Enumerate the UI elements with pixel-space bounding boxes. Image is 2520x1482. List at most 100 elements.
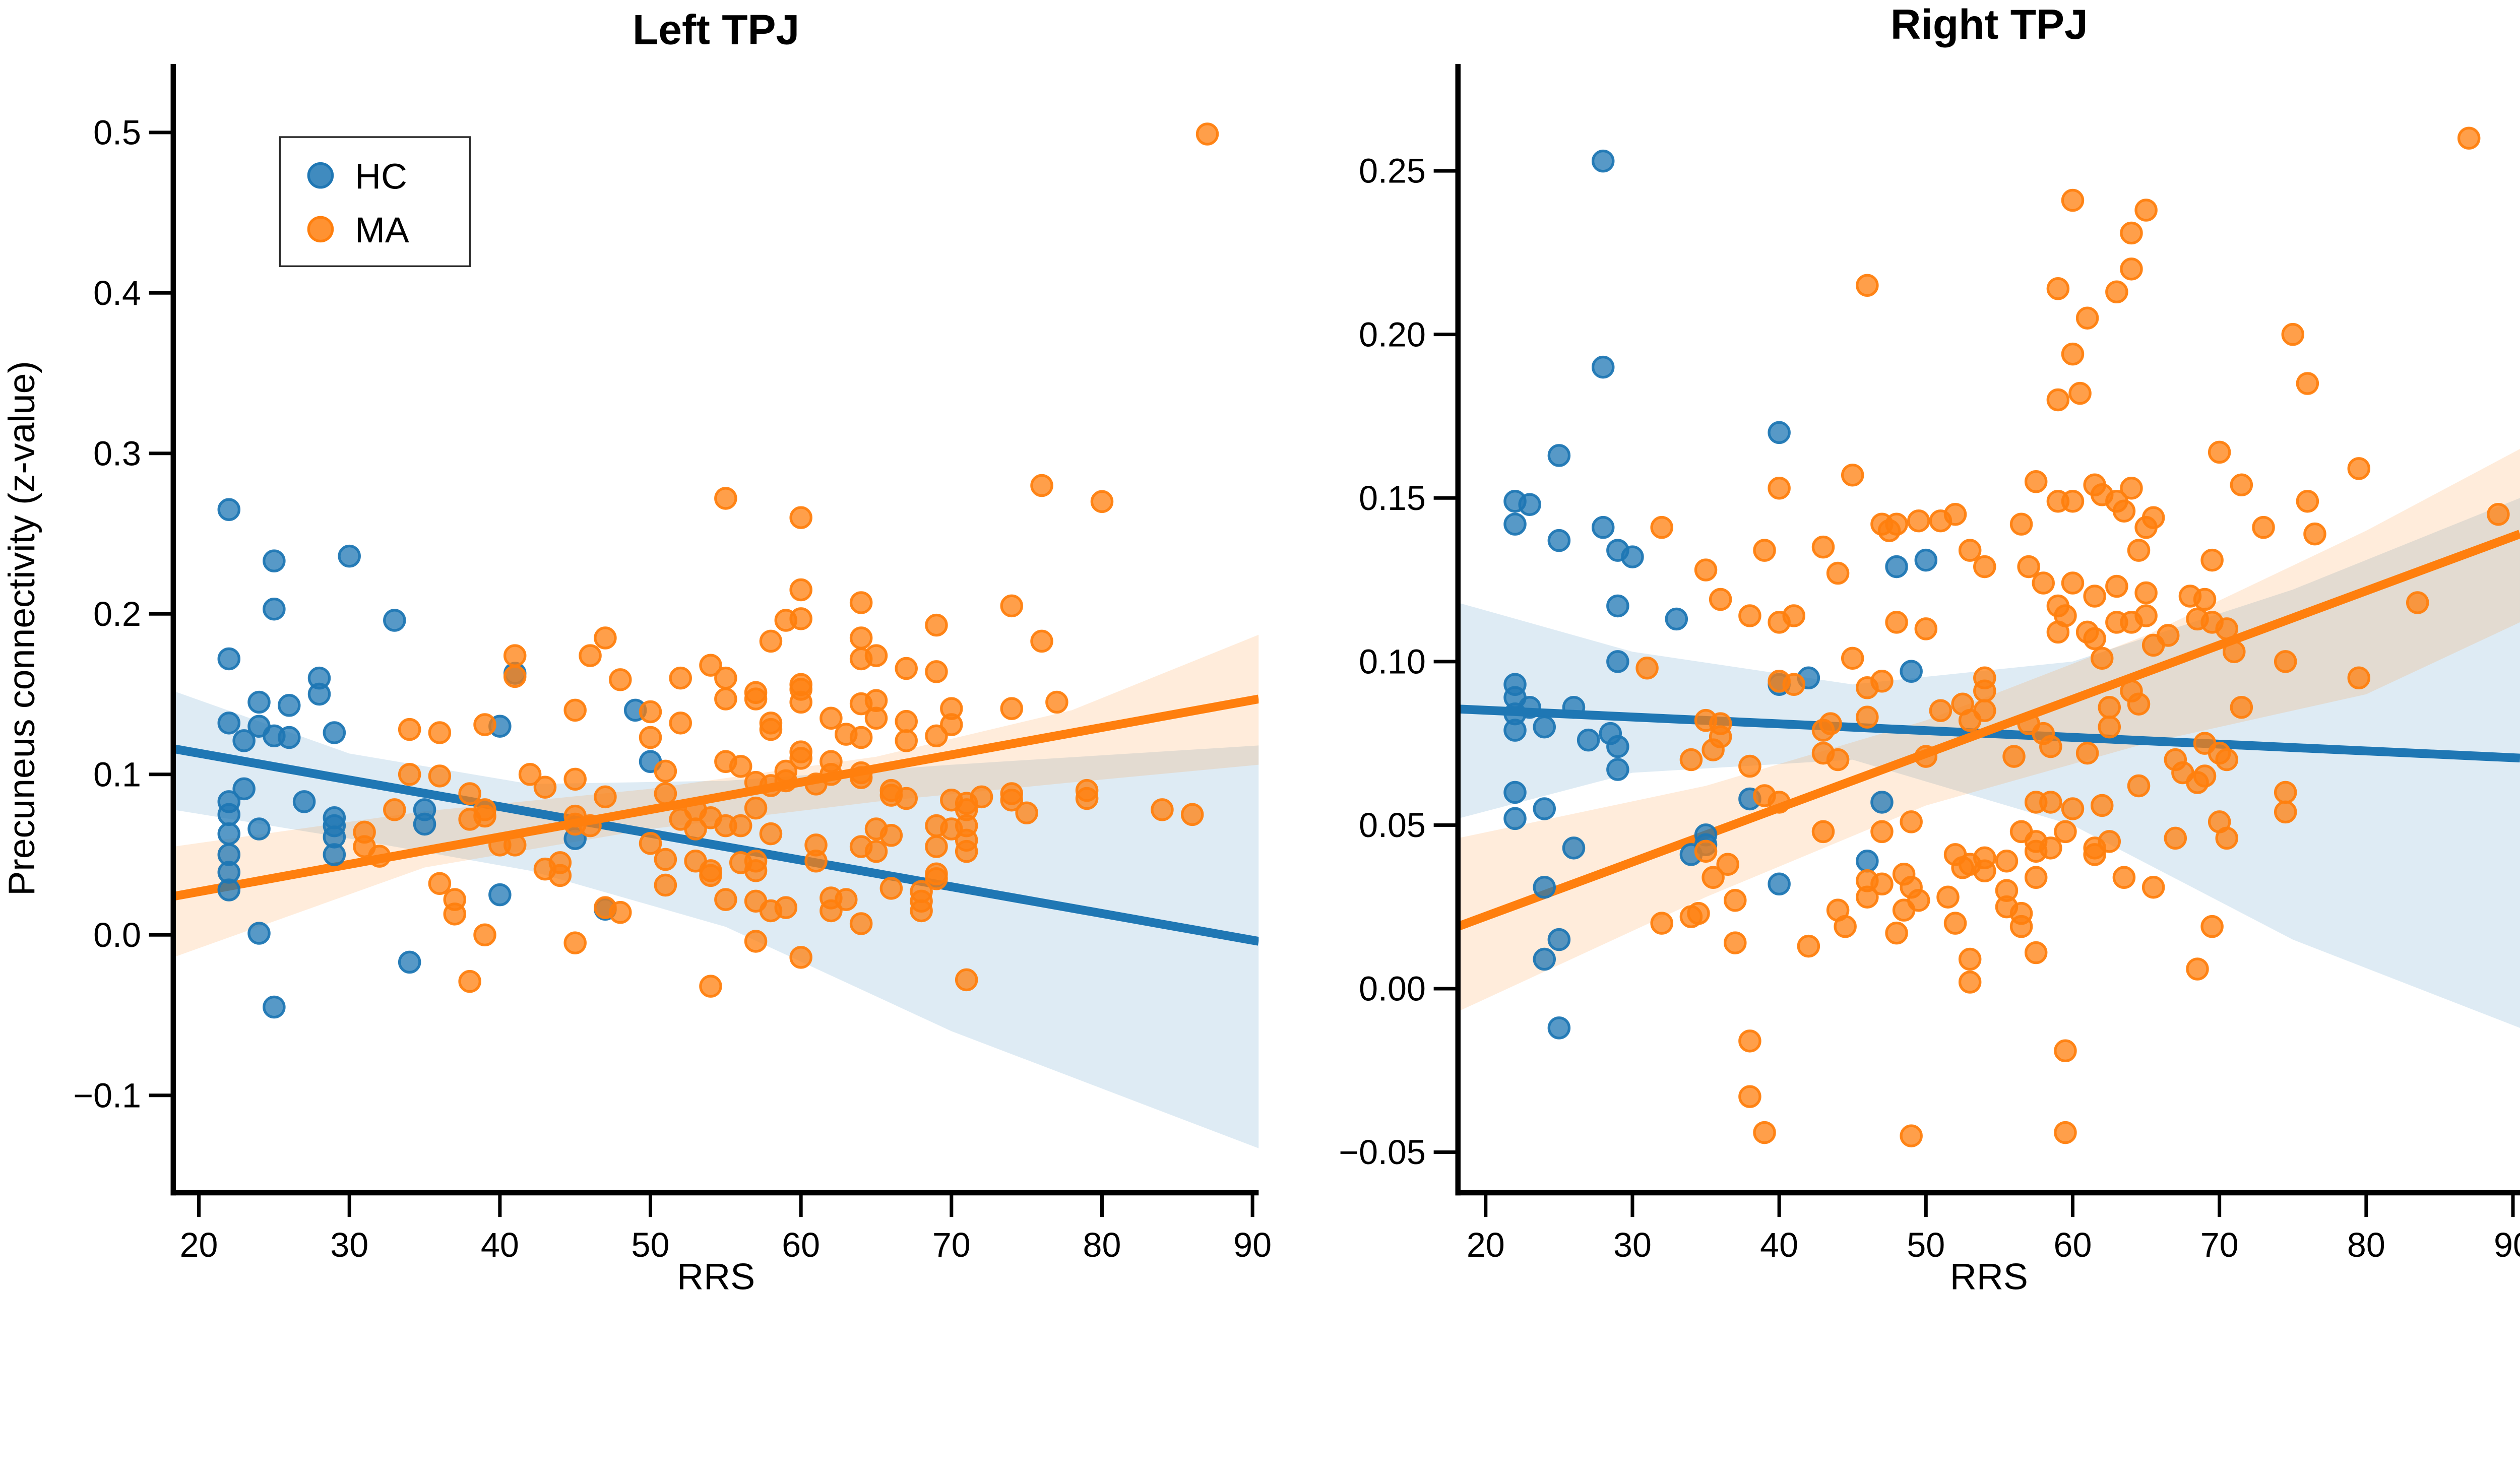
scatter-series-ma — [353, 122, 1219, 998]
scatter-point-ma — [2090, 794, 2114, 817]
scatter-point-ma — [654, 848, 677, 871]
scatter-point-ma — [744, 770, 768, 794]
scatter-point-ma — [1841, 464, 1864, 487]
scatter-point-ma — [1738, 1029, 1761, 1053]
scatter-series-hc — [217, 498, 662, 1019]
scatter-point-ma — [1885, 921, 1908, 945]
scatter-point-ma — [940, 713, 963, 736]
scatter-point-ma — [1811, 535, 1835, 559]
scatter-point-ma — [714, 687, 737, 711]
scatter-point-ma — [2230, 473, 2253, 497]
figure-container: 20 30 40 50 60 70 80 90 0.5 0.4 0.3 0.2 0.1 0.0 −0.1 Le… — [0, 0, 2520, 1297]
scatter-point-hc — [232, 729, 256, 752]
y-axis-tick-label: −0.05 — [1339, 1133, 1426, 1172]
scatter-point-ma — [1000, 788, 1024, 812]
scatter-point-hc — [1606, 735, 1629, 758]
scatter-point-ma — [759, 822, 783, 846]
scatter-point-hc — [232, 777, 256, 801]
scatter-point-ma — [910, 899, 933, 923]
scatter-point-hc — [1870, 791, 1894, 814]
scatter-point-ma — [2083, 627, 2106, 651]
scatter-point-ma — [2457, 126, 2481, 150]
scatter-point-ma — [1753, 539, 1776, 562]
scatter-point-ma — [849, 647, 873, 671]
scatter-point-ma — [2141, 875, 2165, 899]
scatter-point-hc — [1503, 781, 1527, 804]
y-axis-tick-label: 0.0 — [93, 916, 141, 954]
scatter-point-ma — [383, 798, 406, 821]
scatter-point-ma — [2061, 797, 2085, 820]
scatter-point-ma — [579, 814, 602, 837]
connectivity-scatter-figure: 20 30 40 50 60 70 80 90 0.5 0.4 0.3 0.2 0.1 0.0 −0.1 Le… — [0, 0, 2520, 1297]
scatter-point-ma — [1045, 690, 1068, 714]
scatter-point-ma — [1811, 820, 1835, 844]
scatter-point-ma — [2054, 1121, 2077, 1144]
scatter-point-hc — [1665, 607, 1688, 631]
scatter-point-hc — [278, 694, 301, 717]
scatter-point-ma — [503, 665, 527, 688]
scatter-point-ma — [2127, 692, 2151, 716]
scatter-point-ma — [2186, 957, 2209, 981]
scatter-point-ma — [2075, 741, 2099, 765]
scatter-point-ma — [1826, 748, 1850, 771]
scatter-point-ma — [2223, 640, 2246, 664]
scatter-point-ma — [714, 888, 737, 911]
scatter-point-hc — [217, 647, 241, 671]
y-axis-tick-label: 0.1 — [93, 755, 141, 794]
scatter-point-ma — [2061, 342, 2085, 366]
x-axis-tick-label: 30 — [1613, 1226, 1652, 1264]
scatter-point-hc — [1533, 797, 1556, 820]
panel-title: Right TPJ — [1891, 1, 2088, 48]
scatter-point-ma — [2105, 280, 2128, 304]
scatter-point-ma — [639, 700, 662, 724]
scatter-point-ma — [2208, 440, 2231, 464]
scatter-point-ma — [2157, 624, 2180, 647]
scatter-point-ma — [1151, 798, 1174, 821]
scatter-point-hc — [217, 803, 241, 826]
scatter-point-ma — [669, 712, 692, 735]
scatter-point-ma — [1841, 647, 1864, 670]
scatter-point-ma — [518, 763, 542, 786]
scatter-point-hc — [217, 498, 241, 522]
legend-box — [279, 136, 471, 268]
y-axis-label: Precuneus connectivity (z-value) — [1, 361, 42, 896]
scatter-point-ma — [744, 859, 768, 882]
scatter-point-ma — [2120, 257, 2143, 281]
scatter-point-ma — [1914, 745, 1938, 768]
scatter-point-ma — [1943, 912, 1967, 935]
scatter-point-ma — [2127, 539, 2151, 562]
scatter-point-ma — [759, 629, 783, 653]
scatter-point-ma — [2024, 470, 2048, 493]
scatter-point-hc — [1547, 529, 1571, 552]
scatter-point-hc — [1577, 728, 1600, 752]
scatter-point-ma — [955, 840, 978, 863]
scatter-point-hc — [247, 817, 271, 841]
scatter-point-ma — [428, 721, 452, 744]
scatter-point-ma — [2215, 617, 2238, 640]
regression-line-ma — [173, 694, 1259, 901]
scatter-point-ma — [1768, 791, 1791, 814]
scatter-point-ma — [1694, 558, 1718, 582]
legend-label-hc: HC — [355, 156, 407, 197]
scatter-point-ma — [955, 798, 978, 821]
scatter-point-ma — [1958, 971, 1982, 994]
scatter-point-ma — [1973, 555, 1996, 578]
scatter-point-ma — [1000, 697, 1024, 720]
scatter-point-ma — [2141, 506, 2165, 529]
scatter-point-ma — [804, 849, 828, 873]
x-axis-tick-label: 30 — [330, 1226, 368, 1264]
scatter-point-hc — [1606, 650, 1629, 673]
scatter-point-ma — [1870, 872, 1894, 895]
regression-line-ma — [1458, 530, 2520, 931]
scatter-point-hc — [1562, 695, 1586, 719]
legend: HC MA — [279, 136, 471, 268]
scatter-point-ma — [2347, 666, 2371, 690]
scatter-point-ma — [1856, 705, 1879, 729]
scatter-point-ma — [804, 772, 828, 796]
scatter-point-ma — [699, 654, 722, 677]
scatter-point-ma — [609, 900, 632, 924]
scatter-point-ma — [2046, 277, 2070, 300]
scatter-point-ma — [2098, 715, 2121, 739]
scatter-point-hc — [1885, 555, 1908, 578]
scatter-point-ma — [2024, 941, 2048, 964]
